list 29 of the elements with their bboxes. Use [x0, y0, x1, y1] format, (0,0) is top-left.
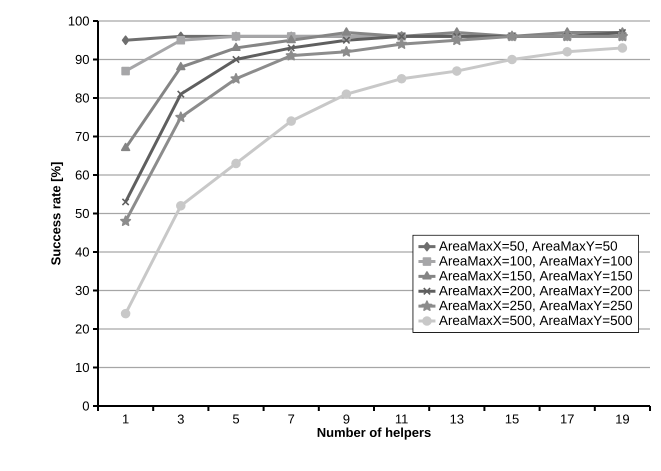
x-tick-label: 13 — [450, 414, 464, 424]
y-tick-label: 80 — [76, 93, 89, 103]
legend-label: AreaMaxX=500, AreaMaxY=500 — [438, 316, 632, 327]
x-tick-label: 19 — [616, 414, 630, 424]
legend-label: AreaMaxX=50, AreaMaxY=50 — [438, 241, 618, 252]
y-tick-label: 0 — [82, 401, 89, 411]
y-tick-label: 90 — [76, 54, 89, 64]
y-tick-label: 70 — [76, 132, 89, 142]
x-tick-label: 7 — [288, 414, 294, 424]
x-axis-title: Number of helpers — [318, 428, 431, 440]
legend-label: AreaMaxX=200, AreaMaxY=200 — [438, 286, 632, 297]
x-tick-label: 11 — [396, 414, 408, 424]
y-tick-label: 60 — [76, 170, 89, 180]
y-axis-title: Success rate [%] — [50, 162, 64, 265]
x-tick-label: 5 — [232, 414, 240, 424]
x-tick-label: 17 — [560, 414, 574, 424]
x-tick-label: 15 — [506, 414, 519, 424]
legend-label: AreaMaxX=250, AreaMaxY=250 — [438, 300, 632, 312]
y-tick-label: 10 — [76, 362, 89, 372]
y-tick-label: 20 — [76, 324, 89, 334]
legend-label: AreaMaxX=150, AreaMaxY=150 — [438, 270, 632, 282]
y-tick-label: 50 — [76, 208, 89, 218]
x-tick-label: 1 — [122, 414, 129, 424]
y-tick-label: 40 — [75, 247, 89, 257]
y-tick-label: 30 — [76, 286, 89, 296]
legend-label: AreaMaxX=100, AreaMaxY=100 — [438, 256, 632, 268]
y-tick-label: 100 — [68, 16, 89, 26]
x-tick-label: 3 — [178, 414, 184, 424]
x-tick-label: 9 — [343, 414, 350, 424]
